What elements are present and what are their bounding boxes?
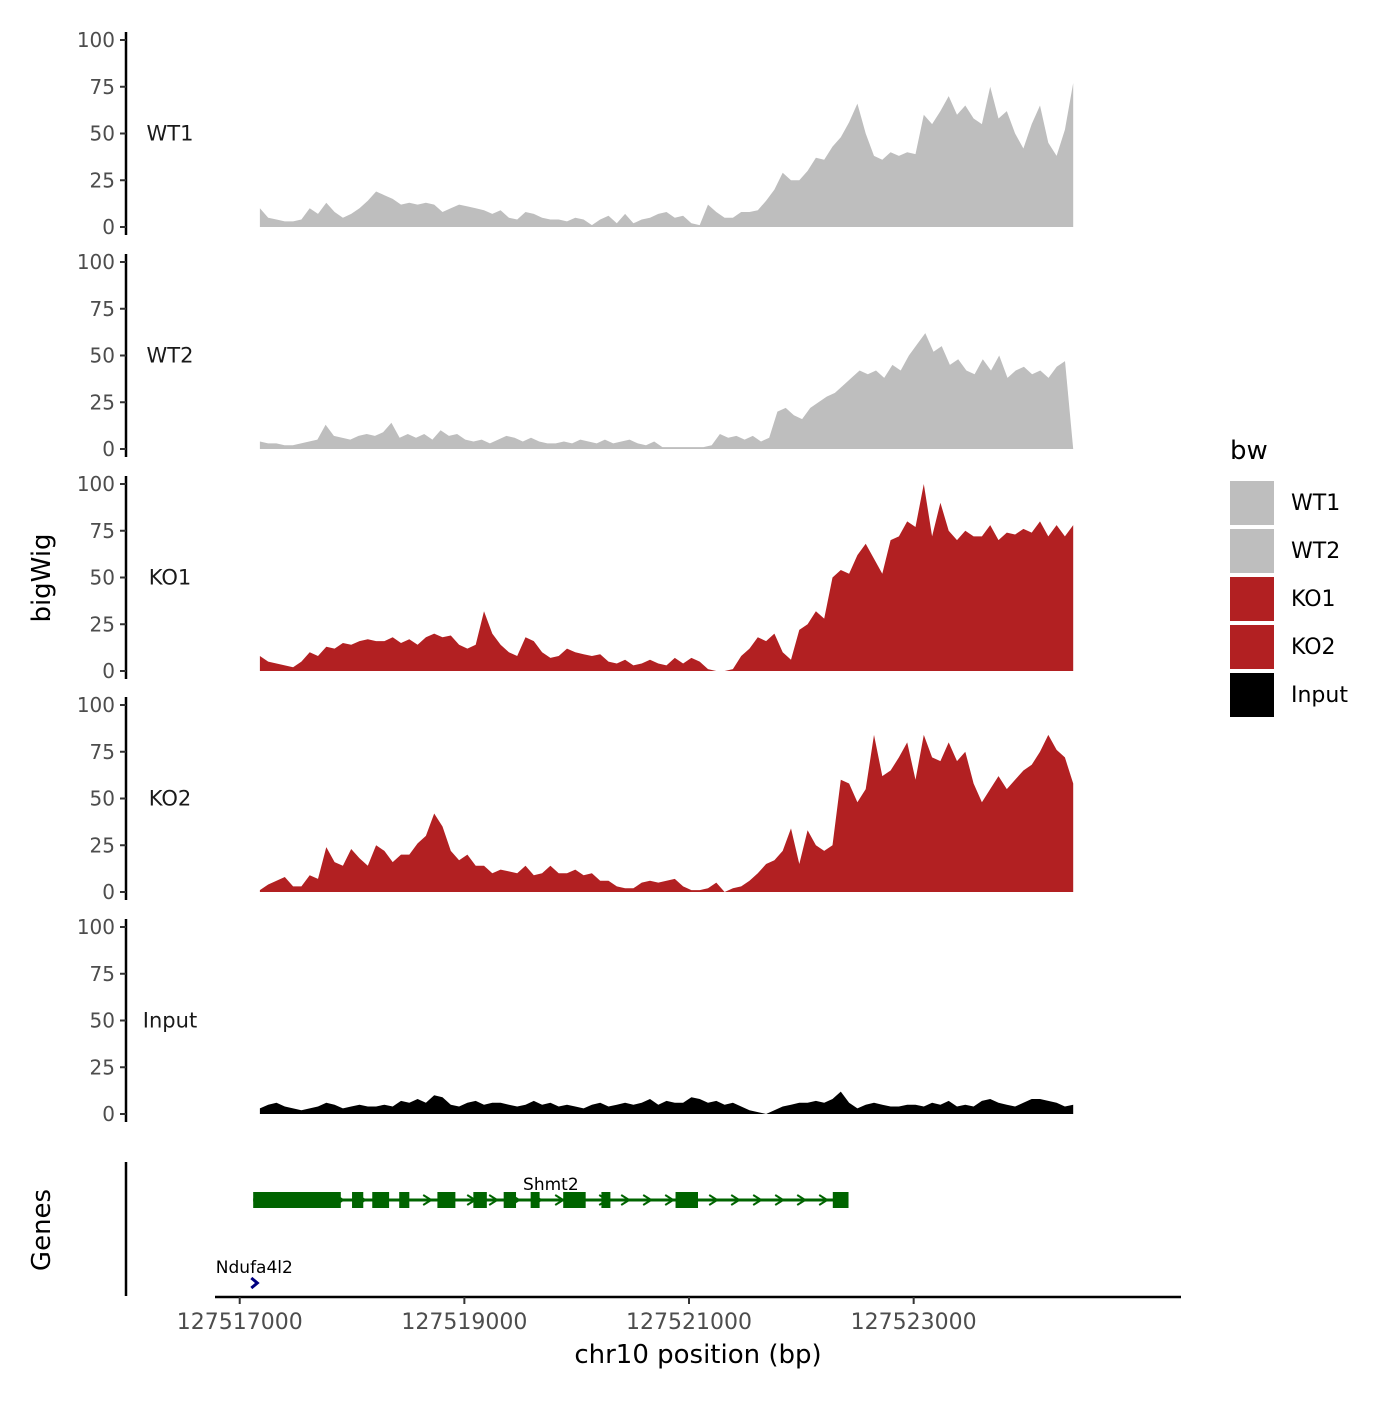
y-tick-label: 100: [77, 250, 115, 274]
gene-label: Ndufa4l2: [216, 1258, 293, 1278]
track-wt2: 0 25 50 75 100 WT2: [77, 250, 1074, 461]
y-tick-label: 0: [102, 1102, 115, 1126]
y-tick-label: 25: [90, 833, 115, 857]
strand-arrow-icon: [554, 1194, 566, 1206]
y-tick-label: 25: [90, 168, 115, 192]
legend-label: KO2: [1291, 635, 1336, 660]
strand-arrow-icon: [796, 1194, 808, 1206]
gene-ndufa4l2: Ndufa4l2: [216, 1258, 293, 1290]
y-axis-title: bigWig: [27, 533, 57, 622]
track-input: 0 25 50 75 100 Input: [77, 915, 1074, 1126]
y-tick-label: 75: [90, 519, 115, 543]
legend-swatch: [1228, 575, 1276, 623]
legend-label: WT2: [1291, 539, 1340, 564]
y-tick-label: 50: [90, 787, 115, 811]
y-tick-label: 100: [77, 472, 115, 496]
strand-arrow-icon: [818, 1194, 830, 1206]
coverage-area: [259, 83, 1074, 227]
gene-exon: [352, 1192, 364, 1208]
strand-arrow-icon: [422, 1194, 434, 1206]
strand-arrow-icon: [774, 1194, 786, 1206]
gene-exon: [563, 1192, 586, 1208]
genes-track: Shmt2 Ndufa4l2: [124, 1162, 849, 1296]
legend-swatch: [1228, 527, 1276, 575]
gene-exon: [675, 1192, 698, 1208]
y-tick-label: 50: [90, 566, 115, 590]
track-ko2: 0 25 50 75 100 KO2: [77, 693, 1074, 904]
legend-swatch: [1228, 479, 1276, 527]
gene-exon: [399, 1192, 410, 1208]
legend: bw WT1 WT2 KO1 KO2 Input: [1228, 436, 1348, 719]
track-label: Input: [143, 1009, 197, 1033]
strand-arrow-icon: [250, 1276, 260, 1290]
gene-shmt2: Shmt2: [253, 1175, 849, 1208]
legend-swatch: [1228, 623, 1276, 671]
coverage-area: [259, 734, 1074, 892]
coverage-tracks: 0255075100WT10255075100WT20255075100KO10…: [77, 28, 1074, 1126]
legend-label: WT1: [1291, 491, 1340, 516]
legend-label: KO1: [1291, 587, 1336, 612]
y-tick-label: 75: [90, 962, 115, 986]
track-label: WT1: [147, 122, 194, 146]
gene-exon: [530, 1192, 540, 1208]
track-wt1: 0 25 50 75 100 WT1: [77, 28, 1074, 239]
y-tick-label: 50: [90, 1009, 115, 1033]
gene-exon: [372, 1192, 390, 1208]
gene-exon: [832, 1192, 849, 1208]
y-tick-label: 100: [77, 915, 115, 939]
x-axis: 127517000 127519000 127521000 127523000: [177, 1295, 1181, 1335]
strand-arrow-icon: [730, 1194, 742, 1206]
gene-label: Shmt2: [523, 1175, 579, 1195]
legend-title: bw: [1230, 436, 1268, 466]
y-tick-label: 0: [102, 880, 115, 904]
y-tick-label: 0: [102, 215, 115, 239]
genes-axis-title: Genes: [27, 1189, 57, 1271]
strand-arrow-icon: [642, 1194, 654, 1206]
strand-arrow-icon: [488, 1194, 500, 1206]
legend-label: Input: [1291, 683, 1348, 708]
y-tick-label: 25: [90, 390, 115, 414]
track-label: KO2: [149, 787, 192, 811]
y-tick-label: 0: [102, 659, 115, 683]
coverage-area: [259, 1091, 1074, 1114]
y-tick-label: 75: [90, 75, 115, 99]
y-tick-label: 75: [90, 297, 115, 321]
strand-arrow-icon: [708, 1194, 720, 1206]
gene-exon: [503, 1192, 517, 1208]
track-ko1: 0 25 50 75 100 KO1: [77, 472, 1074, 683]
y-tick-label: 0: [102, 437, 115, 461]
coverage-area: [259, 484, 1074, 671]
y-tick-label: 50: [90, 122, 115, 146]
x-tick-label: 127519000: [401, 1310, 527, 1335]
track-label: WT2: [147, 344, 194, 368]
x-tick-label: 127517000: [177, 1310, 303, 1335]
gene-exon: [437, 1192, 456, 1208]
x-axis-title: chr10 position (bp): [574, 1340, 821, 1370]
y-tick-label: 25: [90, 612, 115, 636]
y-tick-label: 75: [90, 740, 115, 764]
y-tick-label: 25: [90, 1055, 115, 1079]
strand-arrow-icon: [664, 1194, 676, 1206]
gene-exon: [253, 1192, 341, 1208]
gene-exon: [473, 1192, 487, 1208]
legend-swatch: [1228, 671, 1276, 719]
gene-exon: [601, 1192, 611, 1208]
y-tick-label: 100: [77, 693, 115, 717]
y-tick-label: 50: [90, 344, 115, 368]
coverage-area: [259, 333, 1074, 449]
strand-arrow-icon: [752, 1194, 764, 1206]
x-tick-label: 127521000: [626, 1310, 752, 1335]
y-tick-label: 100: [77, 28, 115, 52]
x-tick-label: 127523000: [851, 1310, 977, 1335]
track-label: KO1: [149, 566, 192, 590]
strand-arrow-icon: [620, 1194, 632, 1206]
